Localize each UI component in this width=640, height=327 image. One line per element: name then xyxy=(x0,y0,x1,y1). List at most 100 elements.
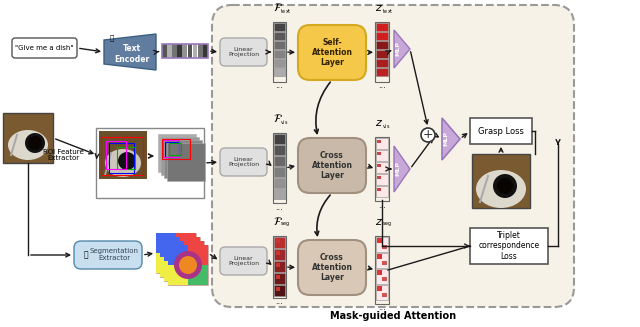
Text: Mask-guided Attention: Mask-guided Attention xyxy=(330,311,456,321)
Bar xyxy=(156,233,196,273)
Bar xyxy=(109,143,134,173)
Bar xyxy=(160,237,180,257)
Bar xyxy=(376,174,388,185)
Circle shape xyxy=(28,136,42,150)
Bar xyxy=(382,277,387,281)
Bar xyxy=(376,150,388,161)
Bar xyxy=(376,237,388,252)
Bar xyxy=(165,142,179,157)
FancyBboxPatch shape xyxy=(298,138,366,193)
Polygon shape xyxy=(104,34,156,70)
Text: MLP: MLP xyxy=(396,42,401,57)
Bar xyxy=(184,261,204,281)
Bar xyxy=(168,265,188,285)
Bar xyxy=(184,241,204,261)
Text: Segmentation
Extractor: Segmentation Extractor xyxy=(90,249,138,262)
Text: $\mathcal{F}$: $\mathcal{F}$ xyxy=(273,215,283,227)
Bar xyxy=(158,134,196,172)
Bar xyxy=(276,275,280,279)
Bar xyxy=(117,147,135,169)
Bar xyxy=(273,133,286,203)
Bar xyxy=(274,134,285,144)
Bar xyxy=(96,128,204,198)
Bar xyxy=(376,23,388,31)
Bar xyxy=(162,44,167,58)
Bar xyxy=(167,143,205,181)
FancyBboxPatch shape xyxy=(298,25,366,80)
Bar xyxy=(182,44,188,58)
Bar xyxy=(274,23,285,30)
Text: Cross
Attention
Layer: Cross Attention Layer xyxy=(312,151,353,181)
Text: ...: ... xyxy=(378,303,386,313)
Text: $z$: $z$ xyxy=(375,3,383,13)
FancyBboxPatch shape xyxy=(212,5,574,307)
Bar xyxy=(274,50,285,58)
Ellipse shape xyxy=(476,170,526,208)
Circle shape xyxy=(118,152,136,170)
Bar xyxy=(274,32,285,40)
Bar xyxy=(274,156,285,165)
Text: ...: ... xyxy=(378,81,386,91)
FancyBboxPatch shape xyxy=(220,38,267,66)
Bar xyxy=(376,138,388,149)
Bar xyxy=(377,188,381,191)
Bar xyxy=(382,293,387,297)
Text: Linear
Projection: Linear Projection xyxy=(228,157,259,167)
Bar xyxy=(273,22,286,82)
Bar xyxy=(376,285,388,300)
Bar xyxy=(172,44,177,58)
Bar xyxy=(106,141,126,169)
Bar xyxy=(164,241,184,261)
Bar xyxy=(376,41,388,49)
Bar xyxy=(377,152,381,155)
Bar xyxy=(470,228,548,264)
Text: ...: ... xyxy=(378,200,386,210)
Bar xyxy=(376,59,388,67)
Bar xyxy=(188,265,208,285)
Bar xyxy=(164,140,202,178)
Bar xyxy=(160,237,200,277)
Bar xyxy=(193,44,198,58)
Bar xyxy=(274,59,285,66)
Bar xyxy=(274,41,285,48)
Bar xyxy=(377,164,381,167)
Bar xyxy=(470,118,532,144)
Bar xyxy=(376,253,388,268)
Bar xyxy=(162,139,190,159)
Text: Linear
Projection: Linear Projection xyxy=(228,47,259,58)
Bar xyxy=(164,241,204,281)
Text: $^\mathrm{vis}$: $^\mathrm{vis}$ xyxy=(280,119,289,125)
Bar xyxy=(164,261,184,281)
FancyBboxPatch shape xyxy=(220,148,267,176)
Text: MLP: MLP xyxy=(396,162,401,177)
Bar xyxy=(274,273,285,284)
Bar xyxy=(101,137,143,175)
Bar xyxy=(274,68,285,76)
Text: $^\mathrm{text}$: $^\mathrm{text}$ xyxy=(280,8,292,14)
Text: Grasp Loss: Grasp Loss xyxy=(478,127,524,135)
Text: ...: ... xyxy=(276,81,284,91)
Text: Linear
Projection: Linear Projection xyxy=(228,256,259,267)
Bar xyxy=(274,249,285,260)
Bar xyxy=(377,286,382,291)
Bar xyxy=(376,68,388,76)
Bar xyxy=(167,44,172,58)
Bar xyxy=(375,236,389,304)
Bar xyxy=(274,237,285,248)
Bar xyxy=(376,186,388,197)
Bar xyxy=(376,162,388,173)
Text: "Give me a dish": "Give me a dish" xyxy=(15,45,74,51)
Bar xyxy=(198,44,203,58)
Bar xyxy=(382,261,387,265)
Circle shape xyxy=(493,174,517,198)
Text: $z$: $z$ xyxy=(375,118,383,128)
Ellipse shape xyxy=(8,130,48,160)
Text: 🔒: 🔒 xyxy=(84,250,88,260)
Text: $^\mathrm{seg}$: $^\mathrm{seg}$ xyxy=(280,222,291,228)
Bar xyxy=(274,285,285,296)
Bar xyxy=(274,178,285,187)
FancyBboxPatch shape xyxy=(12,38,77,58)
Text: $^\mathrm{text}$: $^\mathrm{text}$ xyxy=(382,8,394,14)
Bar xyxy=(99,131,147,179)
Circle shape xyxy=(497,178,513,194)
